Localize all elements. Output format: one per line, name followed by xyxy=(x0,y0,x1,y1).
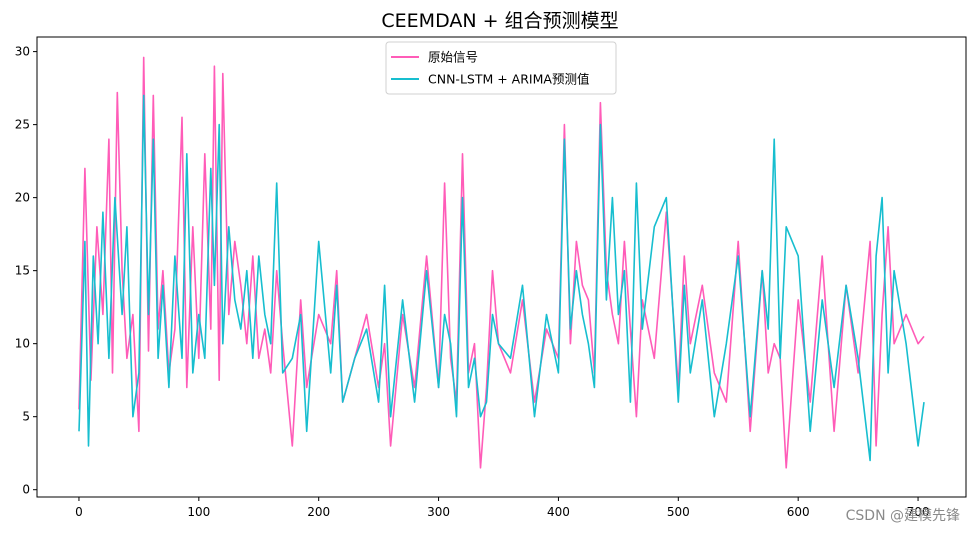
axes-frame xyxy=(36,36,967,498)
x-tick-label: 200 xyxy=(307,505,330,519)
legend-label: CNN-LSTM + ARIMA预测值 xyxy=(428,72,589,87)
y-tick-label: 0 xyxy=(22,483,30,497)
x-tick-label: 500 xyxy=(667,505,690,519)
y-tick-label: 10 xyxy=(15,337,30,351)
x-tick-label: 700 xyxy=(907,505,930,519)
x-tick-label: 300 xyxy=(427,505,450,519)
legend: 原始信号 CNN-LSTM + ARIMA预测值 xyxy=(385,41,617,95)
plot-area xyxy=(36,36,967,498)
series-line-2 xyxy=(78,94,925,462)
y-axis: 0 5 10 15 20 25 30 xyxy=(15,45,37,497)
x-tick-label: 0 xyxy=(75,505,83,519)
y-tick-label: 25 xyxy=(15,118,30,132)
x-axis: 0 100 200 300 400 500 600 700 xyxy=(75,497,930,519)
x-tick-label: 400 xyxy=(547,505,570,519)
y-tick-label: 15 xyxy=(15,264,30,278)
series-layer xyxy=(78,56,925,469)
watermark: CSDN @建模先锋 xyxy=(845,508,960,524)
y-tick-label: 5 xyxy=(22,410,30,424)
legend-label: 原始信号 xyxy=(428,50,478,65)
y-tick-label: 30 xyxy=(15,45,30,59)
y-tick-label: 20 xyxy=(15,191,30,205)
x-tick-label: 100 xyxy=(187,505,210,519)
x-tick-label: 600 xyxy=(787,505,810,519)
chart-title: CEEMDAN + 组合预测模型 xyxy=(381,10,618,32)
legend-box xyxy=(385,41,617,95)
